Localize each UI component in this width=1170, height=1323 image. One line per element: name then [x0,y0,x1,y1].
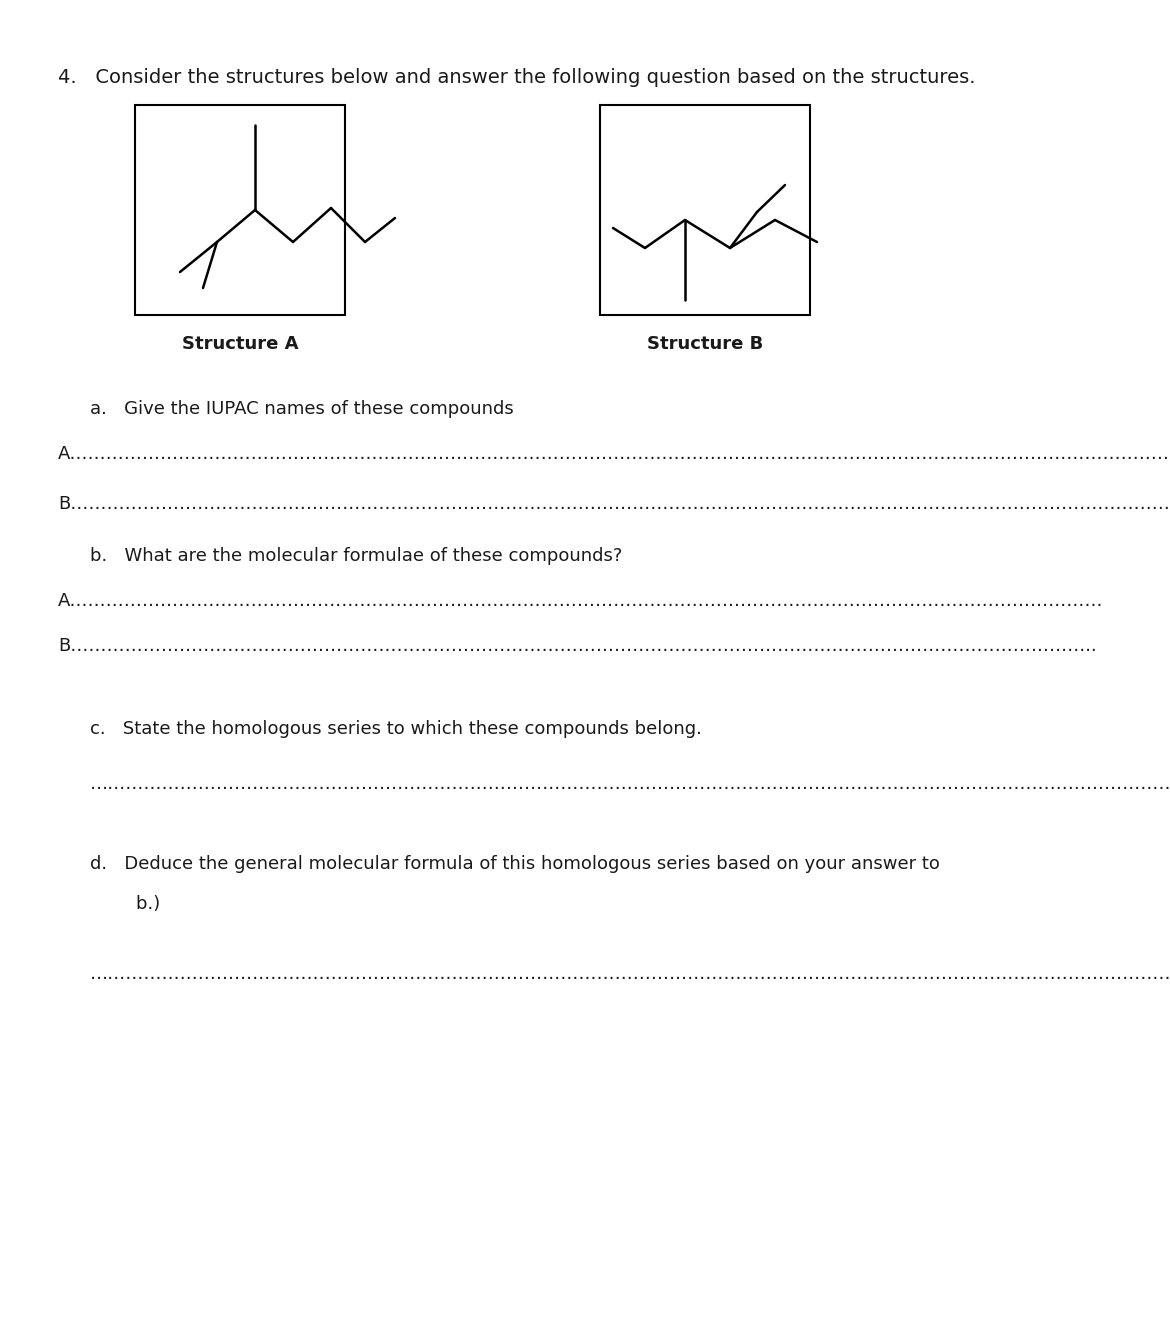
Text: a.   Give the IUPAC names of these compounds: a. Give the IUPAC names of these compoun… [90,400,514,418]
Text: B……………………………………………………………………………………………………………………………………………………..: B………………………………………………………………………………………………………… [58,636,1096,655]
Text: Structure A: Structure A [181,335,298,353]
Text: A………………………………………………………………………………………………………………………………………………………………………: A………………………………………………………………………………………………………… [58,445,1170,463]
Text: B………………………………………………………………………………………………………………………………………………………………………: B………………………………………………………………………………………………………… [58,495,1170,513]
Text: 4.   Consider the structures below and answer the following question based on th: 4. Consider the structures below and ans… [58,67,976,87]
Text: …………………………………………………………………………………………………………………………………………………………………….: …………………………………………………………………………………………………………… [90,775,1170,792]
Text: d.   Deduce the general molecular formula of this homologous series based on you: d. Deduce the general molecular formula … [90,855,940,873]
Text: ……………………………………………………………………………………………………………………………………………………………………..: …………………………………………………………………………………………………………… [90,964,1170,983]
Bar [135,105,345,315]
Text: Structure B: Structure B [647,335,763,353]
Text: A………………………………………………………………………………………………………………………………………………………: A………………………………………………………………………………………………………… [58,591,1103,610]
Bar [600,105,810,315]
Text: b.): b.) [90,894,160,913]
Text: b.   What are the molecular formulae of these compounds?: b. What are the molecular formulae of th… [90,546,622,565]
Text: c.   State the homologous series to which these compounds belong.: c. State the homologous series to which … [90,720,702,738]
